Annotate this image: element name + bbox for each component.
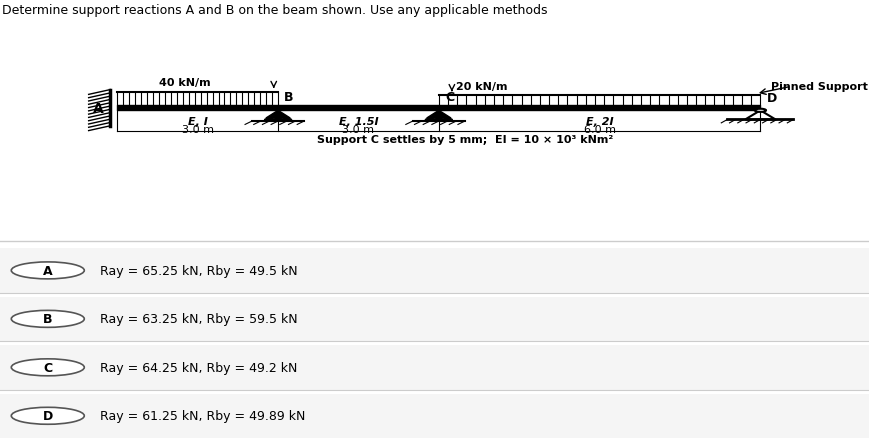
Circle shape [11,359,84,376]
Text: Ray = 63.25 kN, Rby = 59.5 kN: Ray = 63.25 kN, Rby = 59.5 kN [100,313,297,325]
Text: 20 kN/m: 20 kN/m [456,81,507,91]
Text: 3.0 m: 3.0 m [342,124,375,134]
Text: C: C [43,361,52,374]
Text: E, 1.5I: E, 1.5I [339,117,378,126]
Text: 40 kN/m: 40 kN/m [159,78,210,88]
Text: E, 2I: E, 2I [586,117,614,126]
Text: Ray = 61.25 kN, Rby = 49.89 kN: Ray = 61.25 kN, Rby = 49.89 kN [100,410,305,422]
Bar [0,345,869,390]
Bar [0,297,869,341]
Text: D: D [767,92,778,105]
Text: 3.0 m: 3.0 m [182,124,214,134]
Text: 6.0 m: 6.0 m [584,124,615,134]
Circle shape [282,119,292,122]
Text: B: B [284,91,294,104]
Circle shape [11,311,84,328]
Text: E, I: E, I [188,117,208,126]
Circle shape [274,119,283,122]
Polygon shape [427,111,451,119]
Text: Support C settles by 5 mm;  EI = 10 × 10³ kNm²: Support C settles by 5 mm; EI = 10 × 10³… [317,135,613,145]
Bar [117,106,760,111]
Text: Ray = 65.25 kN, Rby = 49.5 kN: Ray = 65.25 kN, Rby = 49.5 kN [100,264,297,277]
Circle shape [11,407,84,424]
Text: A: A [93,102,103,115]
Circle shape [426,119,435,122]
Bar [0,249,869,293]
Circle shape [11,262,84,279]
Polygon shape [266,111,290,119]
Text: Ray = 64.25 kN, Rby = 49.2 kN: Ray = 64.25 kN, Rby = 49.2 kN [100,361,297,374]
Text: B: B [43,313,52,325]
Text: C: C [445,91,454,104]
Circle shape [265,119,275,122]
Circle shape [443,119,453,122]
Bar [0,394,869,438]
Circle shape [434,119,444,122]
Text: A: A [43,264,53,277]
Text: Determine support reactions A and B on the beam shown. Use any applicable method: Determine support reactions A and B on t… [2,4,547,17]
Text: D: D [43,410,53,422]
Text: Pinned Support: Pinned Support [771,81,867,91]
Circle shape [754,110,766,113]
